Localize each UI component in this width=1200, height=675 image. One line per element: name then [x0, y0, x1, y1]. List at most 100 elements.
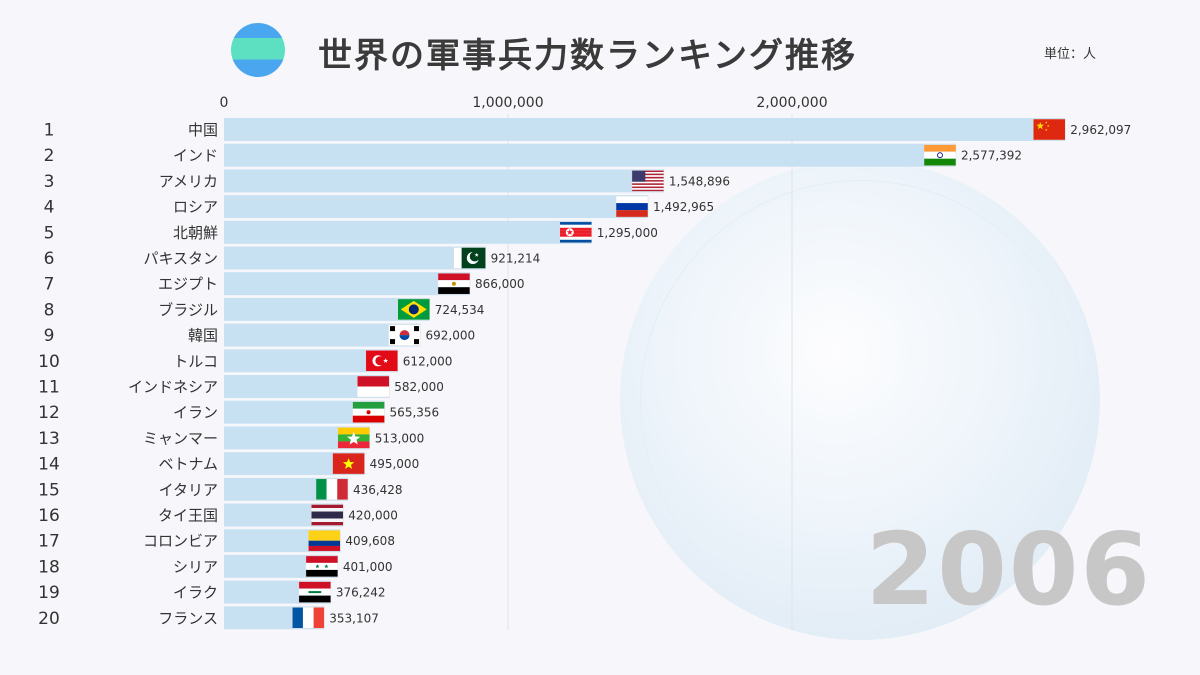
north-korea-flag-icon — [559, 221, 593, 244]
value-label: 612,000 — [403, 354, 453, 368]
rank-label: 9 — [44, 326, 55, 346]
country-label: パキスタン — [143, 250, 218, 268]
value-label: 2,962,097 — [1070, 123, 1131, 137]
india-flag-icon — [923, 144, 957, 166]
rank-label: 19 — [38, 583, 60, 603]
rank-label: 6 — [44, 249, 55, 269]
country-label: ブラジル — [158, 301, 218, 319]
rank-label: 13 — [38, 429, 60, 449]
bar-north-korea — [224, 220, 592, 244]
x-tick-label: 2,000,000 — [756, 95, 827, 111]
country-label: エジプト — [158, 275, 218, 293]
value-label: 353,107 — [329, 611, 379, 625]
value-label: 436,428 — [353, 483, 403, 497]
country-label: イラン — [173, 404, 218, 422]
country-label: 中国 — [188, 121, 218, 139]
bar-iran — [224, 400, 385, 424]
rank-label: 11 — [38, 378, 60, 398]
rank-label: 3 — [44, 172, 55, 192]
rank-label: 4 — [44, 198, 55, 218]
country-label: タイ王国 — [158, 507, 218, 525]
bar-turkey — [224, 349, 398, 373]
globe-ring — [640, 180, 1082, 622]
value-label: 692,000 — [426, 329, 476, 343]
indonesia-flag-icon — [357, 375, 390, 398]
value-label: 565,356 — [390, 406, 440, 420]
iran-flag-icon — [352, 401, 385, 423]
x-tick-label: 0 — [220, 95, 229, 111]
rank-label: 14 — [38, 455, 60, 475]
country-label: 北朝鮮 — [173, 224, 218, 242]
country-label: イタリア — [159, 481, 218, 499]
value-label: 1,492,965 — [653, 200, 714, 214]
value-label: 866,000 — [475, 277, 525, 291]
value-label: 1,548,896 — [669, 174, 730, 188]
value-label: 2,577,392 — [961, 149, 1022, 163]
bar-egypt — [224, 272, 470, 296]
bar-usa — [224, 169, 664, 193]
rank-label: 5 — [44, 223, 55, 243]
pakistan-flag-icon — [453, 247, 486, 269]
value-label: 376,242 — [336, 586, 386, 600]
rank-label: 17 — [38, 532, 60, 552]
value-label: 1,295,000 — [597, 226, 658, 240]
bar-south-korea — [224, 323, 421, 347]
country-label: フランス — [158, 609, 218, 627]
south-korea-flag-icon — [388, 324, 421, 346]
bar-pakistan — [224, 246, 486, 270]
value-label: 724,534 — [435, 303, 485, 317]
bar-myanmar — [224, 426, 370, 450]
bar-indonesia — [224, 375, 390, 398]
country-label: 韓国 — [188, 327, 218, 345]
country-label: コロンビア — [143, 532, 218, 550]
rank-label: 20 — [38, 609, 60, 629]
bar-india — [224, 143, 956, 167]
country-label: ベトナム — [158, 455, 218, 473]
bar-brazil — [224, 297, 430, 321]
value-label: 513,000 — [375, 431, 425, 445]
syria-flag-icon — [305, 555, 339, 578]
rank-label: 10 — [38, 352, 60, 372]
rank-label: 15 — [38, 480, 60, 500]
italy-flag-icon — [315, 478, 349, 501]
country-label: トルコ — [173, 352, 218, 370]
iraq-flag-icon — [298, 581, 332, 603]
vietnam-flag-icon — [332, 452, 365, 475]
country-label: シリア — [173, 558, 218, 576]
rank-label: 12 — [38, 403, 60, 423]
value-label: 409,608 — [345, 534, 395, 548]
country-label: ミャンマー — [143, 429, 218, 447]
bar-vietnam — [224, 452, 365, 476]
country-label: インドネシア — [128, 378, 218, 396]
rank-label: 8 — [44, 300, 55, 320]
china-flag-icon — [1032, 118, 1066, 141]
bar-russia — [224, 195, 649, 219]
value-label: 921,214 — [491, 252, 541, 266]
rank-label: 18 — [38, 557, 60, 577]
thailand-flag-icon — [311, 504, 344, 526]
country-label: イラク — [173, 584, 218, 602]
page-title: 世界の軍事兵力数ランキング推移 — [318, 36, 857, 76]
rank-label: 1 — [44, 121, 55, 141]
unit-label: 単位：人 — [1044, 47, 1097, 62]
russia-flag-icon — [615, 195, 649, 218]
myanmar-flag-icon — [337, 427, 370, 449]
country-label: ロシア — [173, 198, 218, 216]
brazil-flag-icon — [397, 298, 431, 321]
year-label: 2006 — [865, 511, 1152, 628]
usa-flag-icon — [631, 170, 665, 192]
country-label: アメリカ — [159, 172, 218, 190]
value-label: 401,000 — [343, 560, 393, 574]
value-label: 495,000 — [370, 457, 420, 471]
bar-china — [224, 118, 1066, 141]
colombia-flag-icon — [308, 529, 341, 552]
france-flag-icon — [292, 607, 325, 629]
rank-label: 2 — [44, 146, 55, 166]
egypt-flag-icon — [437, 272, 471, 295]
turkey-flag-icon — [365, 350, 399, 372]
x-tick-label: 1,000,000 — [472, 95, 543, 111]
country-label: インド — [173, 147, 218, 165]
rank-label: 7 — [44, 275, 55, 295]
value-label: 582,000 — [394, 380, 444, 394]
